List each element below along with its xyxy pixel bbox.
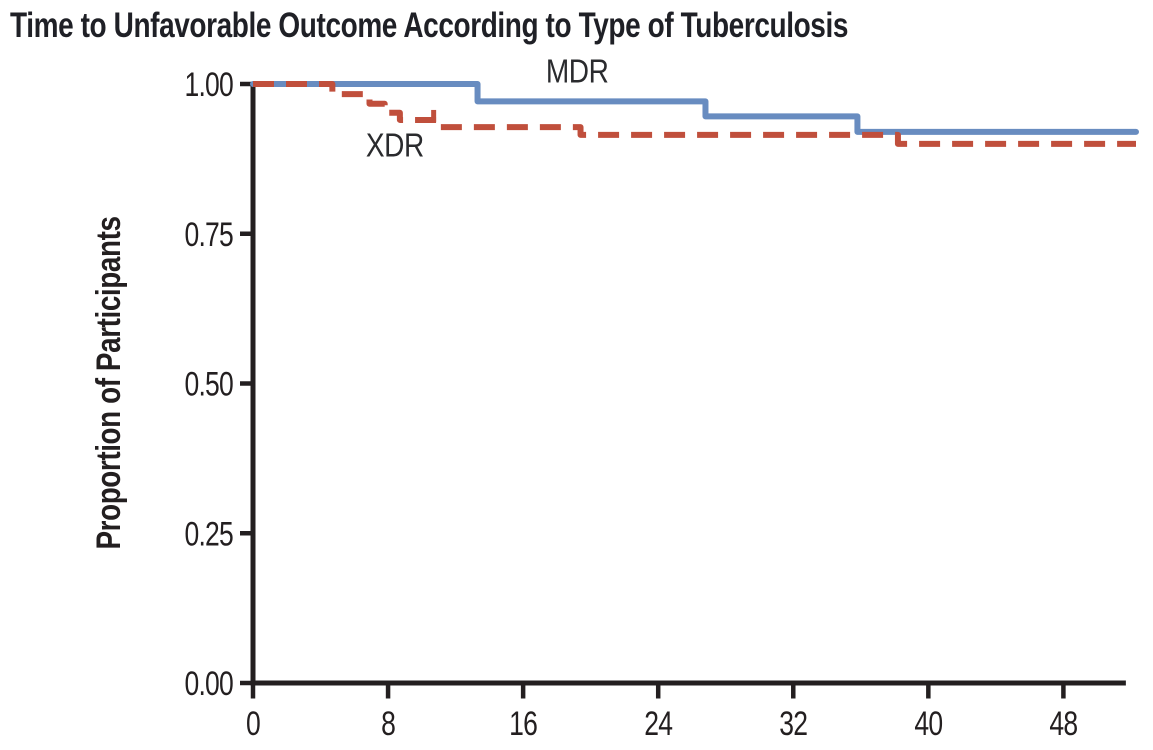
y-axis-label: Proportion of Participants [89, 216, 127, 549]
y-tick-label: 0.75 [185, 216, 233, 254]
x-tick-label: 8 [381, 705, 395, 743]
x-tick-label: 48 [1049, 705, 1077, 743]
y-tick-label: 0.00 [185, 665, 233, 703]
x-tick-label: 40 [914, 705, 942, 743]
mdr-curve [250, 81, 1139, 135]
chart-title: Time to Unfavorable Outcome According to… [10, 6, 849, 45]
x-tick-label: 32 [779, 705, 807, 743]
y-tick-label: 0.25 [185, 515, 233, 553]
y-tick-label: 1.00 [185, 66, 233, 104]
series-label-xdr: XDR [366, 128, 424, 165]
y-tick-label: 0.50 [185, 365, 233, 403]
x-tick-label: 24 [644, 705, 673, 743]
x-tick-label: 0 [246, 705, 260, 743]
curves-layer [250, 81, 1139, 147]
series-label-mdr: MDR [546, 53, 609, 90]
xdr-curve [253, 81, 1136, 147]
axes-layer: 0.00 0.25 0.50 0.75 1.00 0 8 16 24 32 40 48 [185, 66, 1126, 743]
x-tick-label: 16 [509, 705, 537, 743]
annotations-layer: MDR XDR [366, 53, 609, 164]
